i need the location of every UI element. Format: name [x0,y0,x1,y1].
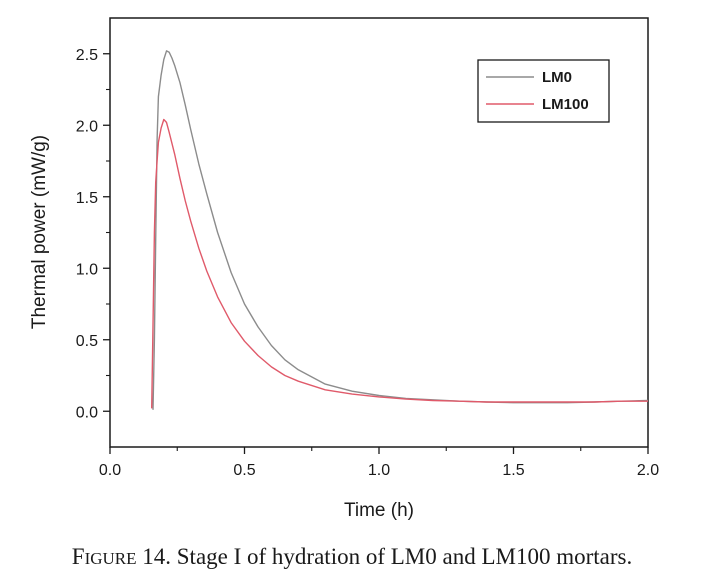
caption-label-rest: IGURE [84,549,137,568]
x-axis-label: Time (h) [344,500,414,521]
x-tick-label: 2.0 [637,462,659,479]
series-line-lm100 [151,118,648,409]
caption-figure-number: 14. [142,544,172,569]
y-axis-ticks: 0.0 0.5 1.0 1.5 2.0 2.5 [76,47,110,421]
x-tick-label: 1.0 [368,462,390,479]
legend-label-lm100: LM100 [542,96,589,113]
y-tick-label: 0.0 [76,404,98,421]
x-tick-label: 1.5 [502,462,524,479]
x-tick-label: 0.0 [99,462,121,479]
y-tick-label: 1.0 [76,261,98,278]
figure-caption: FIGURE 14. Stage I of hydration of LM0 a… [0,544,704,570]
thermal-power-chart: 0.0 0.5 1.0 1.5 2.0 0.0 0.5 1.0 1.5 2.0 2.5 Time … [29,17,659,521]
x-axis-ticks: 0.0 0.5 1.0 1.5 2.0 [99,447,659,479]
x-tick-label: 0.5 [233,462,255,479]
legend-box [477,59,610,123]
y-tick-label: 0.5 [76,333,98,350]
legend-label-lm0: LM0 [542,69,572,86]
y-tick-label: 2.5 [76,47,98,64]
y-tick-label: 2.0 [76,118,98,135]
caption-label-initial: F [71,544,85,569]
series-layer [151,50,649,410]
y-tick-label: 1.5 [76,190,98,207]
y-axis-label: Thermal power (mW/g) [29,135,50,329]
legend: LM0 LM100 [477,59,610,123]
caption-text: Stage I of hydration of LM0 and LM100 mo… [176,544,633,569]
